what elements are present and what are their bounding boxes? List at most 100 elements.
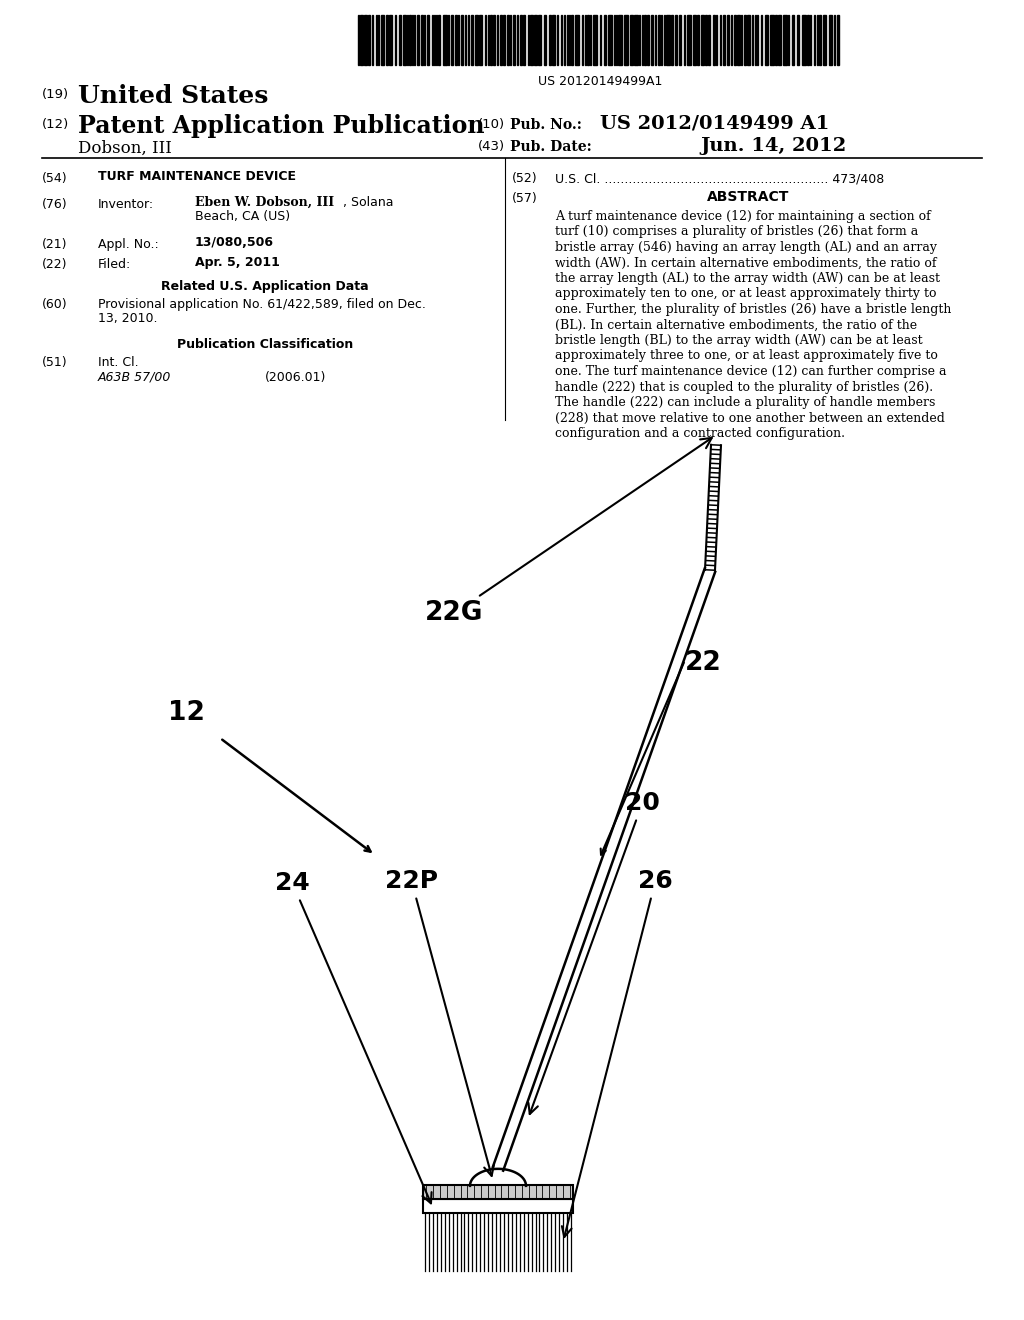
Bar — [660, 15, 662, 65]
Bar — [765, 15, 768, 65]
Bar — [455, 15, 457, 65]
Bar — [613, 15, 614, 65]
Text: U.S. Cl. ........................................................ 473/408: U.S. Cl. ...............................… — [555, 172, 885, 185]
Bar — [364, 15, 368, 65]
Text: (51): (51) — [42, 356, 68, 370]
Text: (BL). In certain alternative embodiments, the ratio of the: (BL). In certain alternative embodiments… — [555, 318, 918, 331]
Text: (43): (43) — [478, 140, 505, 153]
Bar — [485, 15, 486, 65]
Text: 20: 20 — [528, 791, 659, 1114]
Text: 13/080,506: 13/080,506 — [195, 236, 274, 249]
Bar — [501, 15, 503, 65]
Bar — [436, 15, 437, 65]
Text: (22): (22) — [42, 257, 68, 271]
Bar — [468, 15, 469, 65]
Bar — [655, 15, 656, 65]
Bar — [475, 15, 478, 65]
Bar — [600, 15, 601, 65]
Text: 13, 2010.: 13, 2010. — [98, 312, 158, 325]
Bar — [451, 15, 453, 65]
Bar — [421, 15, 423, 65]
Text: approximately three to one, or at least approximately five to: approximately three to one, or at least … — [555, 350, 938, 363]
Text: Apr. 5, 2011: Apr. 5, 2011 — [195, 256, 280, 269]
Bar — [734, 15, 736, 65]
Text: Int. Cl.: Int. Cl. — [98, 356, 138, 370]
Bar — [434, 15, 435, 65]
Bar — [770, 15, 774, 65]
Bar — [816, 15, 817, 65]
Bar — [530, 15, 532, 65]
Bar — [489, 15, 492, 65]
Bar — [590, 15, 592, 65]
Bar — [618, 15, 622, 65]
Bar — [534, 15, 538, 65]
Bar — [783, 15, 786, 65]
Text: ABSTRACT: ABSTRACT — [707, 190, 790, 205]
Bar — [523, 15, 525, 65]
Text: turf (10) comprises a plurality of bristles (26) that form a: turf (10) comprises a plurality of brist… — [555, 226, 919, 239]
Text: TURF MAINTENANCE DEVICE: TURF MAINTENANCE DEVICE — [98, 170, 296, 183]
Bar — [527, 15, 529, 65]
Text: A63B 57/00: A63B 57/00 — [98, 371, 171, 384]
Bar — [814, 15, 815, 65]
Text: (10): (10) — [478, 117, 505, 131]
Bar — [775, 15, 777, 65]
Text: Provisional application No. 61/422,589, filed on Dec.: Provisional application No. 61/422,589, … — [98, 298, 426, 312]
Bar — [360, 15, 362, 65]
Text: Publication Classification: Publication Classification — [177, 338, 353, 351]
Text: (12): (12) — [42, 117, 70, 131]
Bar — [493, 15, 495, 65]
Text: (76): (76) — [42, 198, 68, 211]
Bar — [706, 15, 708, 65]
Bar — [465, 15, 466, 65]
Bar — [569, 15, 570, 65]
Text: the array length (AL) to the array width (AW) can be at least: the array length (AL) to the array width… — [555, 272, 940, 285]
Text: , Solana: , Solana — [343, 195, 393, 209]
Bar — [443, 15, 446, 65]
Bar — [423, 1185, 573, 1199]
Bar — [417, 15, 419, 65]
Bar — [761, 15, 762, 65]
Bar — [557, 15, 558, 65]
Bar — [376, 15, 377, 65]
Bar — [778, 15, 780, 65]
Bar — [585, 15, 586, 65]
Text: (60): (60) — [42, 298, 68, 312]
Bar — [709, 15, 711, 65]
Bar — [431, 15, 433, 65]
Text: Beach, CA (US): Beach, CA (US) — [195, 210, 290, 223]
Bar — [787, 15, 790, 65]
Text: Appl. No.:: Appl. No.: — [98, 238, 159, 251]
Bar — [664, 15, 665, 65]
Text: (19): (19) — [42, 88, 70, 102]
Text: one. Further, the plurality of bristles (26) have a bristle length: one. Further, the plurality of bristles … — [555, 304, 951, 315]
Text: US 20120149499A1: US 20120149499A1 — [538, 75, 663, 88]
Bar — [792, 15, 795, 65]
Bar — [713, 15, 715, 65]
Text: 22: 22 — [685, 649, 722, 676]
Bar — [408, 15, 409, 65]
Text: Filed:: Filed: — [98, 257, 131, 271]
Bar — [358, 15, 359, 65]
Text: Inventor:: Inventor: — [98, 198, 155, 211]
Text: 22P: 22P — [385, 869, 494, 1176]
Bar — [539, 15, 541, 65]
Text: Related U.S. Application Data: Related U.S. Application Data — [161, 280, 369, 293]
Bar — [748, 15, 751, 65]
Bar — [807, 15, 809, 65]
Bar — [823, 15, 826, 65]
Text: approximately ten to one, or at least approximately thirty to: approximately ten to one, or at least ap… — [555, 288, 937, 301]
Text: 26: 26 — [562, 869, 673, 1237]
Text: (52): (52) — [512, 172, 538, 185]
Bar — [647, 15, 649, 65]
Bar — [700, 15, 703, 65]
Bar — [410, 15, 411, 65]
Bar — [564, 15, 565, 65]
Text: 24: 24 — [275, 871, 431, 1204]
Text: width (AW). In certain alternative embodiments, the ratio of: width (AW). In certain alternative embod… — [555, 256, 937, 269]
Bar — [684, 15, 685, 65]
Bar — [630, 15, 633, 65]
Bar — [438, 15, 440, 65]
Text: United States: United States — [78, 84, 268, 108]
Text: 22G: 22G — [425, 438, 712, 626]
